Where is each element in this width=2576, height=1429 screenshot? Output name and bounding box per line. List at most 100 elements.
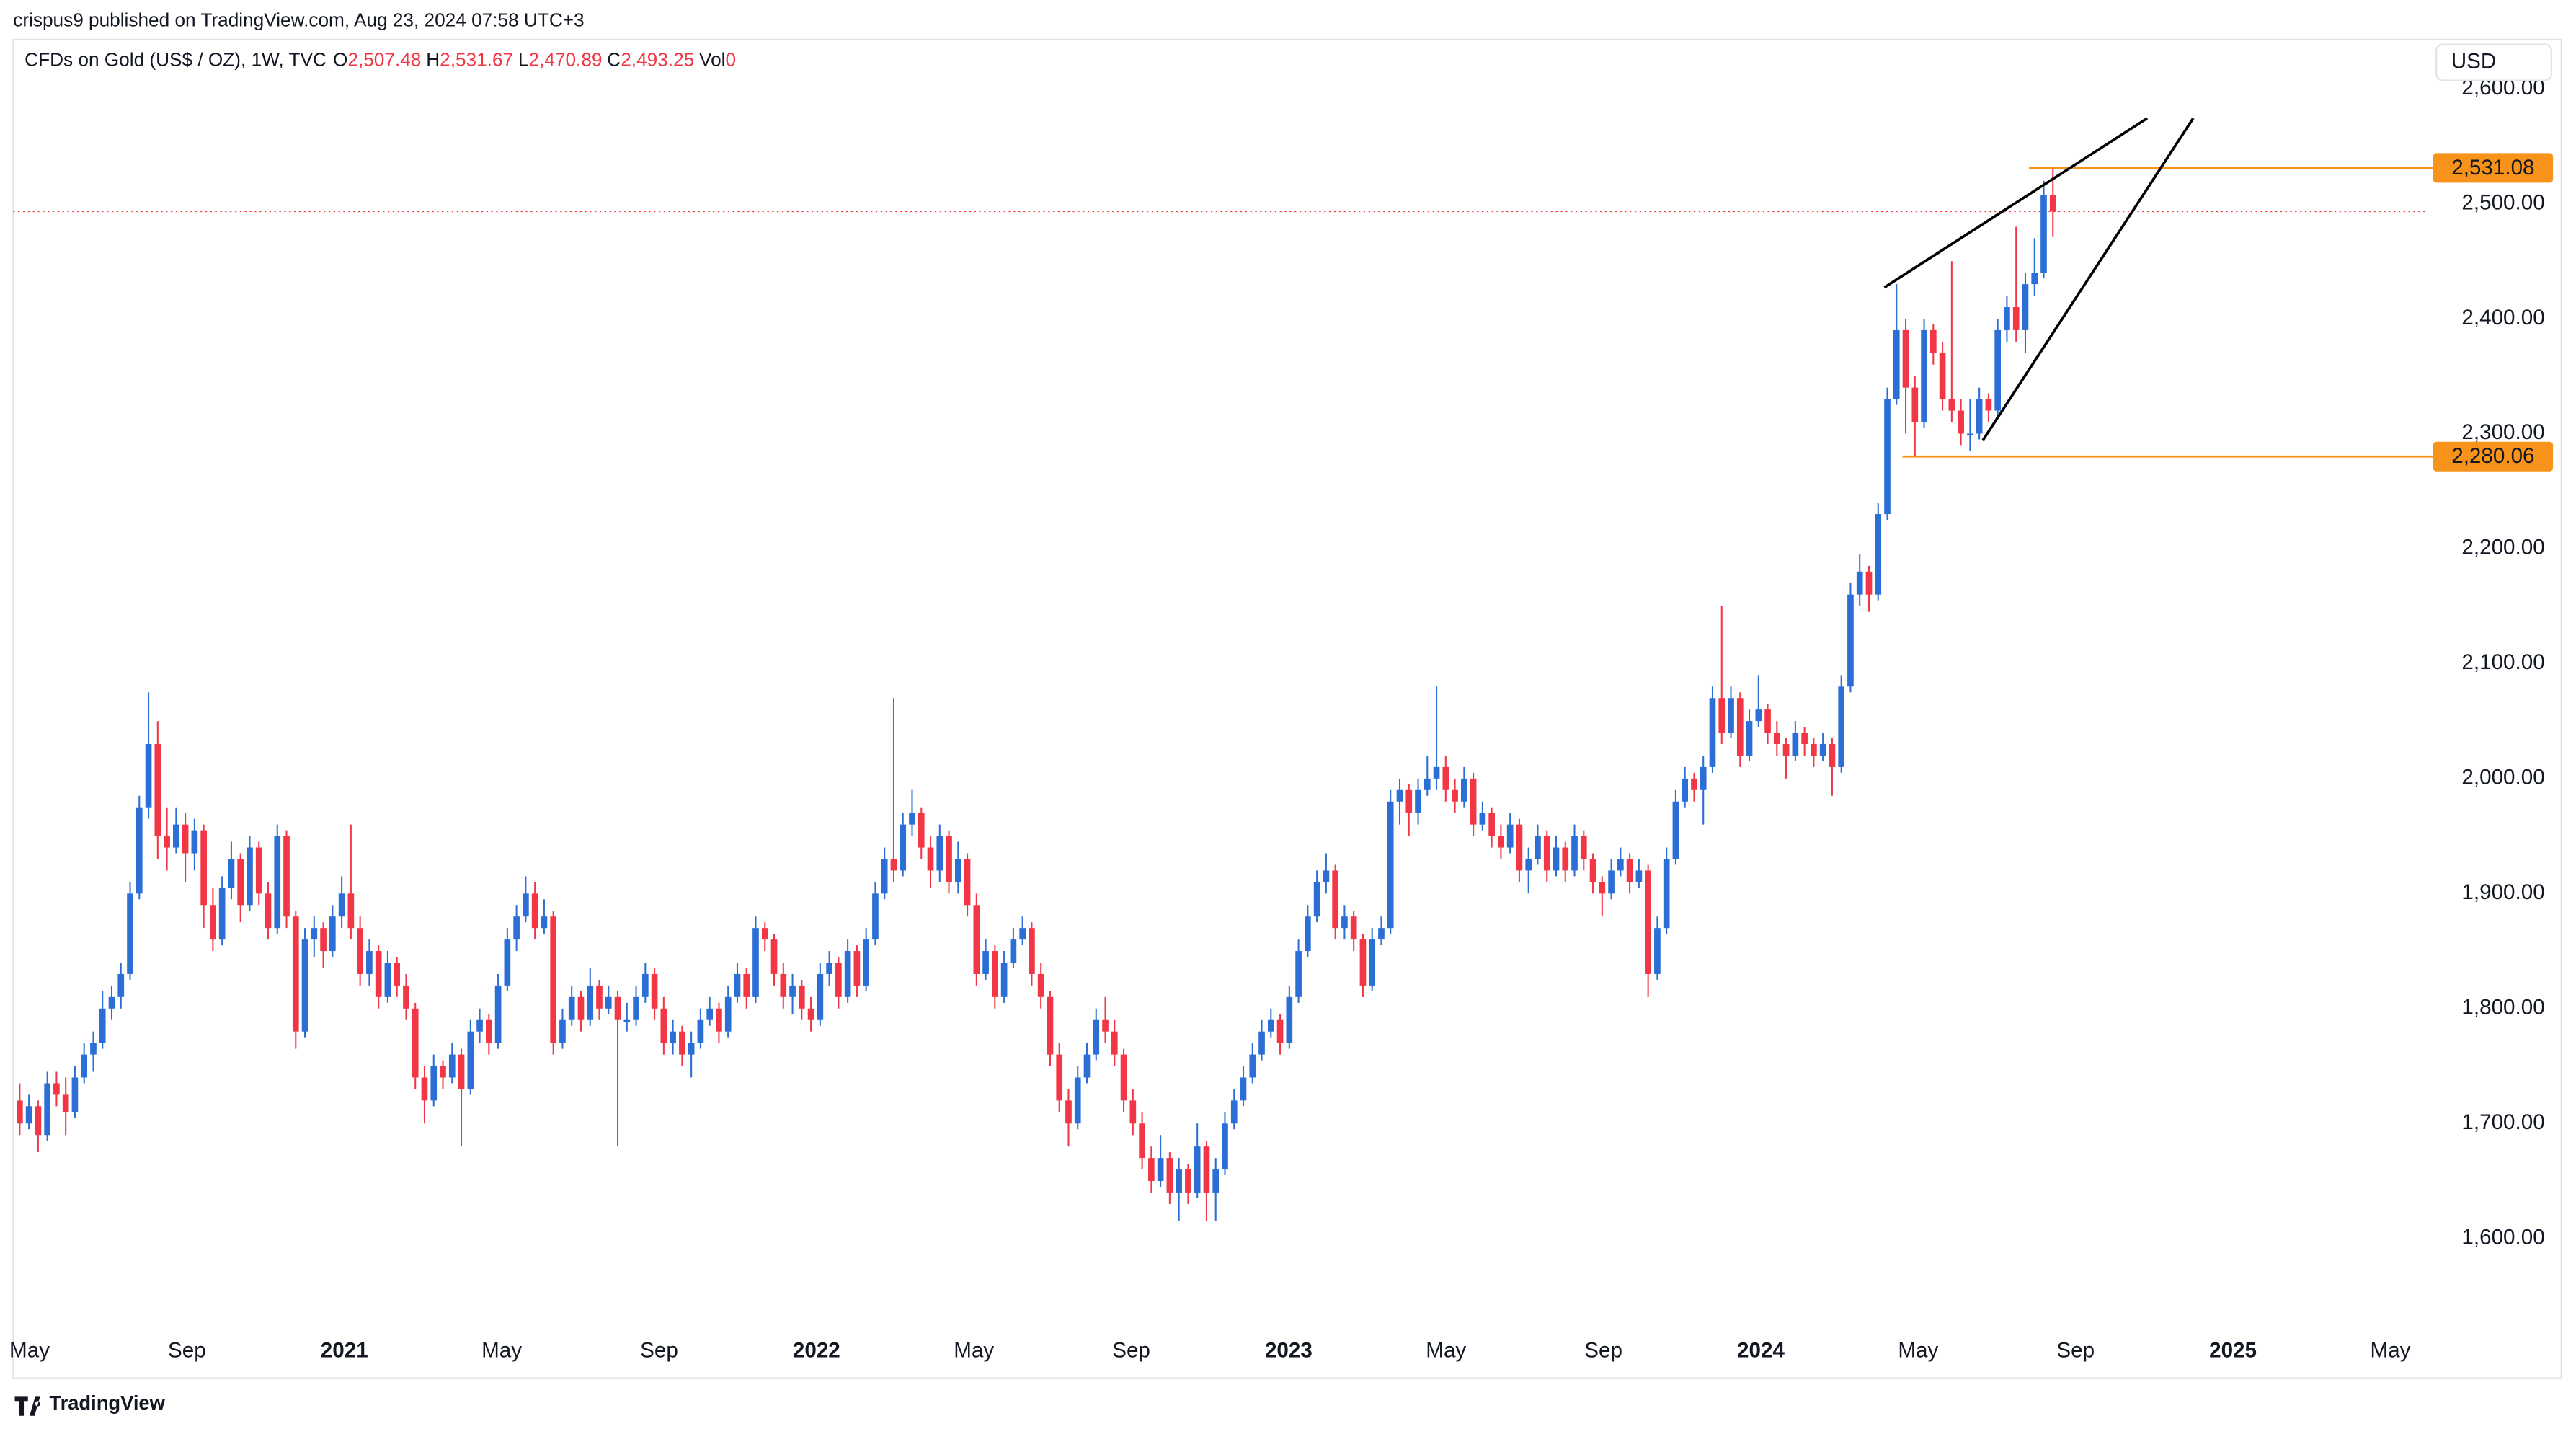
candle-body — [670, 1031, 676, 1043]
candle-body — [1258, 1031, 1265, 1055]
plot-area — [13, 167, 2435, 1221]
candle-body — [770, 939, 778, 974]
y-tick-label: 2,500.00 — [2461, 190, 2544, 214]
candle-body — [587, 985, 594, 1020]
candle-body — [1157, 1158, 1164, 1181]
candle-body — [761, 928, 768, 940]
candle-body — [798, 985, 805, 1009]
x-tick-label: Sep — [2056, 1339, 2095, 1363]
candle-body — [145, 744, 152, 808]
candle-body — [1166, 1158, 1173, 1193]
candle-body — [577, 996, 585, 1020]
candle-body — [1736, 698, 1744, 756]
candle-body — [485, 1019, 492, 1043]
wedge-upper-trendline — [1883, 117, 2149, 289]
y-tick-label: 1,900.00 — [2461, 880, 2544, 904]
candle-body — [1111, 1031, 1118, 1055]
candle-body — [412, 1008, 419, 1078]
candle-body — [384, 963, 391, 997]
candle-body — [1019, 928, 1026, 940]
candle-body — [1829, 744, 1836, 767]
candle-body — [1369, 939, 1376, 986]
candle-body — [218, 888, 226, 940]
candle-body — [127, 893, 133, 974]
candle-body — [1635, 870, 1643, 882]
candle-body — [403, 985, 409, 1009]
candle-body — [1378, 928, 1385, 940]
candle-body — [1608, 870, 1615, 894]
candle-body — [1139, 1123, 1145, 1159]
candle-body — [1000, 963, 1008, 997]
candle-body — [1498, 836, 1504, 848]
x-tick-label: 2022 — [793, 1339, 840, 1363]
legend-value: 2,531.67 — [440, 48, 513, 70]
legend-key: O — [333, 48, 347, 70]
candle-body — [1359, 939, 1367, 986]
plot-frame — [12, 38, 2562, 1379]
candle-body — [117, 973, 125, 997]
candle-body — [688, 1043, 695, 1055]
candle-body — [228, 859, 235, 888]
currency-box — [2435, 43, 2552, 81]
candle-body — [954, 859, 961, 882]
candle-body — [1948, 399, 1955, 411]
candle-body — [440, 1066, 446, 1078]
brand-logo — [14, 1396, 41, 1416]
x-tick-label: 2024 — [1737, 1339, 1785, 1363]
candle-body — [1037, 973, 1044, 997]
publish-header: crispus9 published on TradingView.com, A… — [13, 9, 584, 31]
candle-body — [274, 836, 281, 929]
candle-body — [1442, 766, 1449, 790]
candle-body — [1884, 399, 1891, 515]
x-tick-label: May — [481, 1339, 522, 1363]
y-tick-label: 2,400.00 — [2461, 306, 2544, 329]
candle-body — [1056, 1054, 1063, 1101]
candle-body — [1626, 859, 1633, 882]
candle-body — [1452, 789, 1458, 802]
candle-body — [1967, 433, 1973, 435]
candle-body — [1819, 744, 1826, 756]
candle-body — [421, 1077, 428, 1101]
candle-body — [596, 985, 603, 1009]
candle-body — [1811, 744, 1817, 756]
candle-body — [1461, 778, 1467, 802]
candle-body — [789, 985, 796, 997]
candle-body — [108, 996, 115, 1009]
candle-body — [1516, 824, 1523, 871]
candle-body — [136, 807, 143, 894]
candle-body — [1267, 1019, 1274, 1032]
candle-body — [35, 1106, 42, 1136]
candle-body — [909, 813, 915, 825]
y-tick-label: 2,200.00 — [2461, 536, 2544, 559]
candle-body — [347, 893, 355, 929]
candle-body — [605, 996, 612, 1009]
candle-body — [1792, 733, 1799, 756]
candle-body — [1415, 789, 1421, 813]
candle-body — [237, 859, 244, 906]
candle-body — [1470, 778, 1477, 825]
candle-body — [1672, 801, 1679, 859]
candle-body — [1065, 1100, 1072, 1124]
legend-value: 2,470.89 — [529, 48, 603, 70]
candle-body — [1755, 709, 1762, 722]
wedge-lower-trendline — [1981, 118, 2195, 441]
candle-body — [2031, 273, 2038, 285]
x-tick-label: May — [2370, 1339, 2410, 1363]
candle-body — [641, 973, 649, 997]
candle-body — [1074, 1077, 1081, 1124]
ohlc-legend: CFDs on Gold (US$ / OZ), 1W, TVC O2,507.4… — [25, 48, 736, 70]
candle-body — [900, 824, 907, 871]
candle-body — [1728, 698, 1734, 733]
x-tick-label: 2023 — [1265, 1339, 1313, 1363]
candle-body — [1313, 882, 1320, 917]
candle-body — [1047, 996, 1054, 1055]
candle-body — [724, 996, 732, 1032]
candle-body — [2049, 195, 2056, 212]
y-tick-label: 1,800.00 — [2461, 996, 2544, 1019]
candle-body — [1682, 778, 1689, 802]
y-tick-label: 2,000.00 — [2461, 766, 2544, 789]
candle-body — [780, 973, 787, 997]
candle-body — [853, 951, 861, 986]
candle-body — [1212, 1169, 1220, 1193]
